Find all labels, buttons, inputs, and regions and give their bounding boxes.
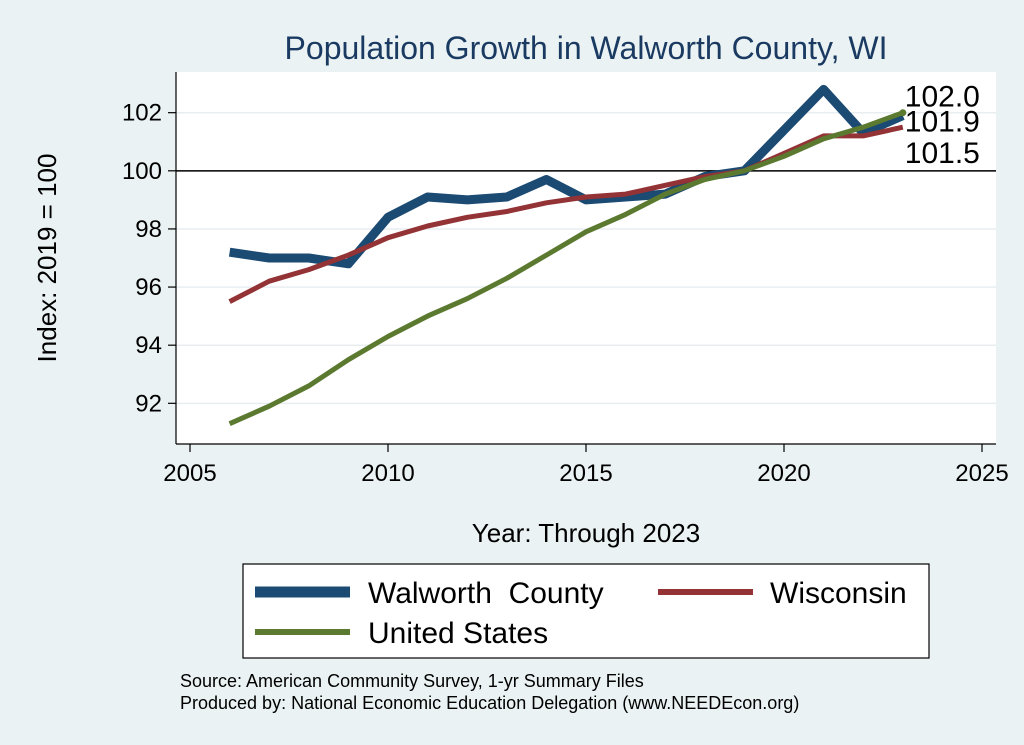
series-lines xyxy=(228,84,907,426)
source-note: Source: American Community Survey, 1-yr … xyxy=(180,671,644,691)
y-axis-title: Index: 2019 = 100 xyxy=(32,154,62,363)
y-tick-label-94: 94 xyxy=(135,332,162,359)
legend-label-wisconsin: Wisconsin xyxy=(770,577,907,610)
y-tick-label-92: 92 xyxy=(135,390,162,417)
series-line-wisconsin xyxy=(228,124,904,304)
chart-title: Population Growth in Walworth County, WI xyxy=(285,30,888,66)
series-end-point-united-states xyxy=(899,109,907,117)
y-tick-label-98: 98 xyxy=(135,216,162,243)
x-tick-label-2025: 2025 xyxy=(955,460,1008,487)
grid-lines xyxy=(176,111,996,405)
axes: 92 94 96 98 100 102 2005 2010 2015 2020 2025 xyxy=(122,72,1009,487)
y-tick-label-100: 100 xyxy=(122,158,162,185)
x-tick-label-2020: 2020 xyxy=(757,460,810,487)
end-label-1: 101.9 xyxy=(905,106,980,139)
end-label-0: 102.0 xyxy=(905,81,980,114)
x-axis-title: Year: Through 2023 xyxy=(472,518,700,548)
x-tick-label-2005: 2005 xyxy=(163,460,216,487)
series-line-united-states xyxy=(228,110,904,426)
legend: Walworth County Wisconsin United States xyxy=(242,563,930,659)
y-tick-label-96: 96 xyxy=(135,274,162,301)
x-tick-label-2010: 2010 xyxy=(361,460,414,487)
series-line-walworth xyxy=(228,84,905,269)
produced-by-note: Produced by: National Economic Education… xyxy=(180,693,799,713)
x-tick-label-2015: 2015 xyxy=(559,460,612,487)
legend-label-united-states: United States xyxy=(368,617,548,650)
legend-label-walworth: Walworth County xyxy=(368,577,604,610)
legend-box xyxy=(242,563,930,659)
end-label-2: 101.5 xyxy=(905,137,980,170)
y-tick-label-102: 102 xyxy=(122,100,162,127)
